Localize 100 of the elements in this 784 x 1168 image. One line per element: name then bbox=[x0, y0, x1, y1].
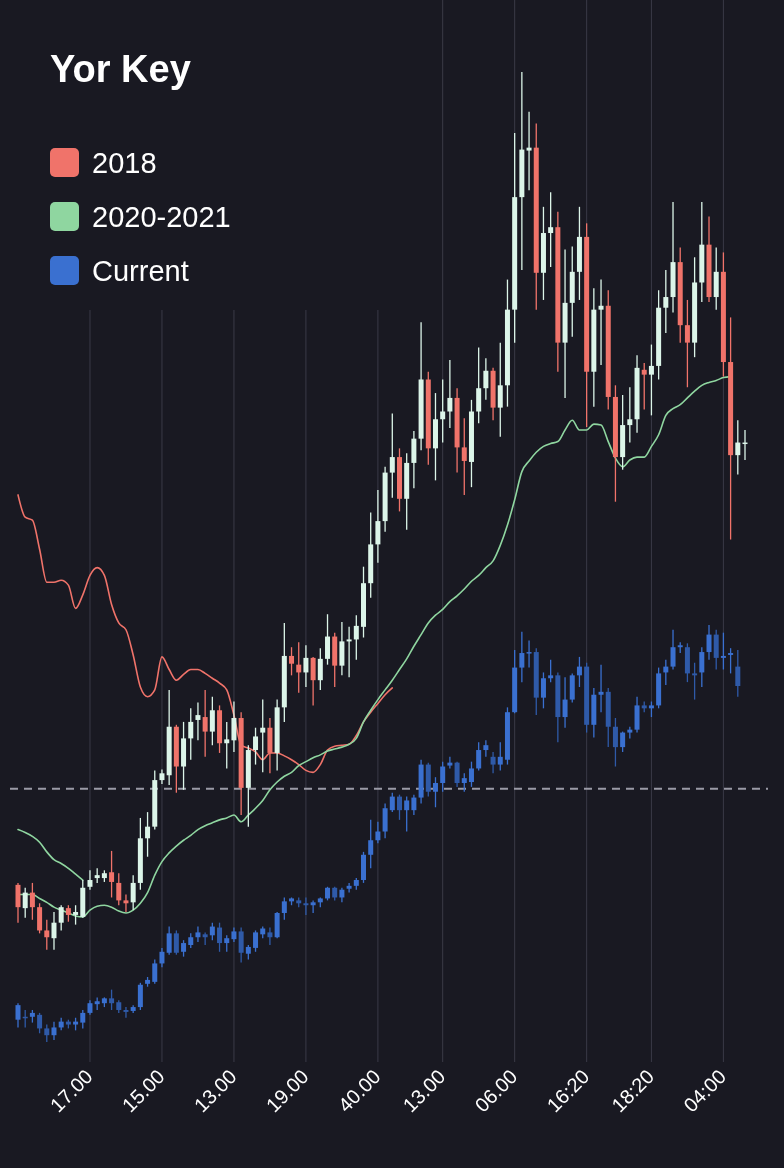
candlestick bbox=[699, 646, 705, 688]
candlestick bbox=[325, 613, 331, 666]
candlestick bbox=[130, 874, 136, 911]
candlestick bbox=[497, 341, 503, 438]
candlestick bbox=[375, 821, 381, 844]
candlestick bbox=[260, 698, 266, 773]
candlestick bbox=[735, 649, 741, 698]
candlestick bbox=[346, 626, 352, 678]
candlestick bbox=[526, 639, 532, 669]
candlestick bbox=[15, 1002, 21, 1029]
candlestick bbox=[389, 792, 395, 813]
candlestick bbox=[663, 269, 669, 334]
candlestick bbox=[490, 751, 496, 774]
candlestick bbox=[620, 730, 626, 753]
candlestick bbox=[670, 629, 676, 671]
candlestick bbox=[217, 922, 223, 953]
candlestick bbox=[44, 919, 50, 951]
candlestick bbox=[109, 988, 115, 1011]
candlestick bbox=[397, 794, 402, 821]
candlestick bbox=[152, 958, 158, 985]
candlestick bbox=[73, 904, 79, 926]
candlestick bbox=[310, 899, 316, 914]
candlestick bbox=[29, 882, 35, 921]
candlestick bbox=[612, 717, 618, 768]
candlestick bbox=[15, 882, 21, 924]
candlestick bbox=[159, 947, 165, 968]
candlestick bbox=[476, 741, 482, 772]
candlestick bbox=[80, 1009, 86, 1030]
candlestick bbox=[540, 671, 546, 709]
candlestick bbox=[188, 707, 194, 761]
candlestick bbox=[238, 926, 244, 964]
candlestick bbox=[382, 802, 388, 839]
candlestick bbox=[37, 1012, 43, 1034]
candlestick bbox=[123, 893, 129, 913]
candlestick bbox=[303, 896, 309, 916]
candlestick bbox=[231, 700, 237, 753]
candlestick bbox=[728, 647, 734, 675]
candlestick bbox=[310, 656, 316, 707]
candlestick bbox=[548, 659, 554, 683]
candlestick bbox=[289, 646, 295, 676]
candlestick bbox=[109, 850, 115, 899]
candlestick bbox=[37, 902, 43, 935]
candlestick bbox=[692, 662, 698, 701]
candlestick bbox=[166, 925, 172, 956]
candlestick bbox=[562, 676, 568, 729]
legend-title: Yor Key bbox=[50, 48, 191, 90]
candlestick bbox=[145, 811, 151, 858]
candlestick bbox=[116, 872, 122, 906]
candlestick bbox=[353, 614, 359, 661]
candlestick bbox=[411, 794, 417, 816]
candlestick bbox=[706, 624, 712, 661]
candlestick bbox=[389, 412, 395, 499]
candlestick bbox=[404, 795, 410, 833]
candlestick bbox=[202, 931, 208, 946]
candlestick bbox=[209, 696, 215, 746]
candlestick bbox=[51, 1020, 57, 1041]
candlestick bbox=[281, 896, 287, 921]
candlestick bbox=[368, 819, 374, 870]
legend-label: Current bbox=[92, 255, 189, 287]
candlestick bbox=[317, 647, 323, 691]
candlestick bbox=[296, 641, 302, 694]
candlestick bbox=[253, 929, 259, 953]
legend-label: 2018 bbox=[92, 147, 157, 179]
candlestick bbox=[548, 191, 554, 268]
candlestick bbox=[173, 929, 179, 956]
candlestick bbox=[461, 417, 467, 496]
candlestick bbox=[483, 739, 489, 758]
candlestick bbox=[87, 869, 93, 891]
candlestick bbox=[519, 631, 525, 683]
candlestick bbox=[253, 727, 259, 766]
candlestick bbox=[526, 111, 532, 191]
candlestick bbox=[137, 982, 143, 1011]
candlestick bbox=[267, 926, 273, 946]
candlestick bbox=[123, 1006, 129, 1019]
candlestick bbox=[713, 629, 719, 671]
candlestick bbox=[476, 346, 482, 424]
candlestick bbox=[576, 656, 582, 688]
legend-label: 2020-2021 bbox=[92, 201, 231, 233]
candlestick bbox=[447, 756, 453, 770]
candlestick bbox=[648, 343, 654, 417]
candlestick bbox=[432, 776, 438, 808]
candlestick bbox=[735, 419, 741, 476]
candlestick bbox=[440, 761, 446, 793]
candlestick bbox=[684, 299, 690, 388]
candlestick bbox=[447, 359, 453, 429]
candlestick bbox=[202, 689, 208, 758]
candlestick bbox=[224, 721, 230, 770]
candlestick bbox=[454, 761, 460, 788]
candlestick bbox=[440, 378, 446, 444]
candlestick bbox=[51, 911, 57, 951]
candlestick bbox=[346, 882, 352, 894]
candlestick bbox=[468, 761, 474, 788]
candlestick bbox=[497, 741, 503, 772]
candlestick bbox=[58, 904, 64, 932]
candlestick bbox=[627, 386, 633, 444]
candlestick bbox=[22, 887, 28, 919]
candlestick bbox=[375, 489, 381, 564]
candlestick bbox=[303, 644, 309, 688]
candlestick bbox=[598, 664, 604, 713]
candlestick bbox=[483, 357, 489, 401]
